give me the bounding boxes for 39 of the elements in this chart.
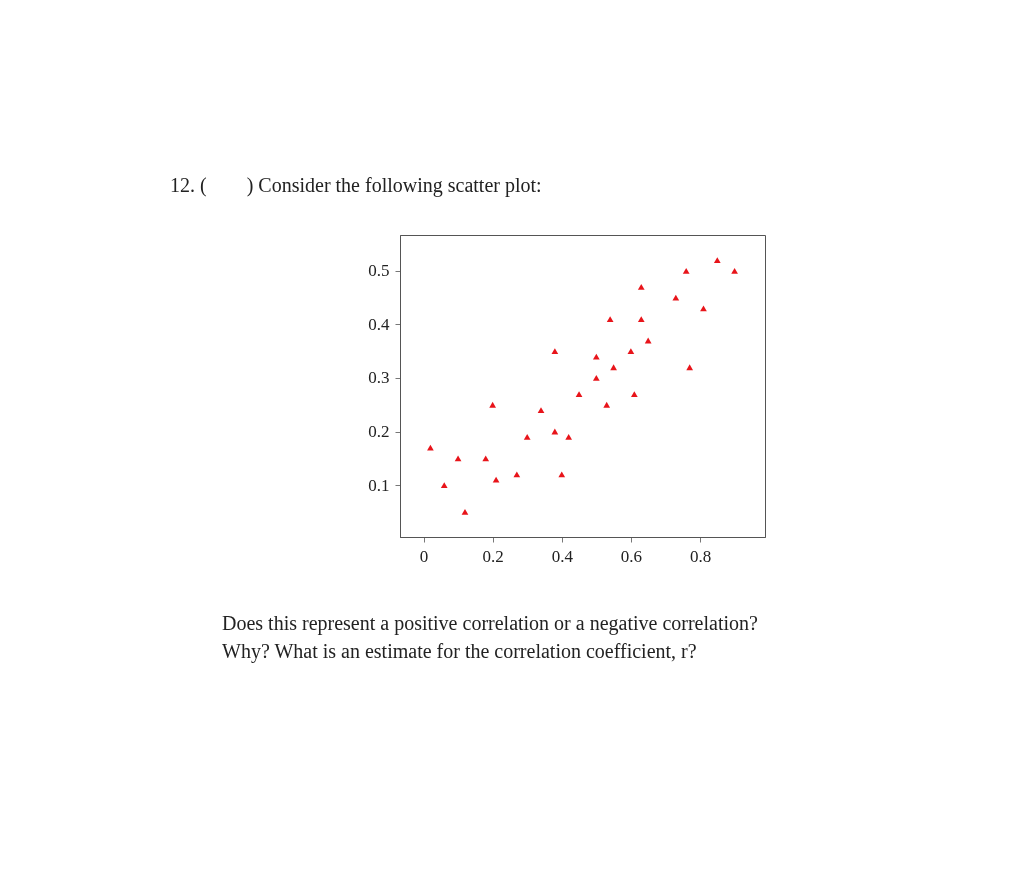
point: [492, 476, 500, 483]
point: [637, 284, 645, 290]
point: [630, 391, 638, 397]
y-tick-label: 0.5: [368, 261, 390, 281]
x-tick-label: 0.4: [551, 546, 574, 566]
point: [731, 267, 738, 274]
point: [610, 364, 617, 371]
point: [672, 294, 680, 301]
y-tick-label: 0.4: [368, 314, 390, 334]
point: [461, 508, 469, 515]
point: [489, 401, 496, 408]
point: [440, 482, 448, 488]
x-tick-label: 0.8: [689, 546, 712, 566]
point: [606, 316, 614, 322]
point: [682, 267, 690, 274]
point: [686, 364, 693, 371]
point: [627, 348, 635, 355]
point: [551, 348, 559, 355]
point: [565, 433, 573, 440]
point: [575, 391, 583, 397]
point: [637, 316, 645, 322]
x-tick-label: 0.6: [620, 546, 643, 566]
point: [713, 257, 721, 264]
y-tick-label: 0.3: [368, 368, 390, 388]
text: Does this represent a positive correlation or a negative correlation?: [222, 611, 758, 637]
point: [592, 375, 600, 381]
x-tick-label: 0: [419, 546, 429, 566]
text: Why? What is an estimate for the correlation coefficient, r?: [222, 639, 698, 665]
y-tick-label: 0.2: [368, 422, 390, 442]
point: [603, 401, 611, 408]
point: [454, 455, 462, 462]
point: [482, 455, 490, 462]
x-tick-label: 0.2: [482, 546, 504, 566]
point: [537, 407, 545, 413]
point: [523, 433, 531, 440]
chart-title: 12. ( ) Consider the following scatter plot:: [170, 174, 542, 197]
point: [558, 471, 566, 478]
y-tick-label: 0.1: [368, 475, 390, 495]
point: [513, 471, 521, 478]
